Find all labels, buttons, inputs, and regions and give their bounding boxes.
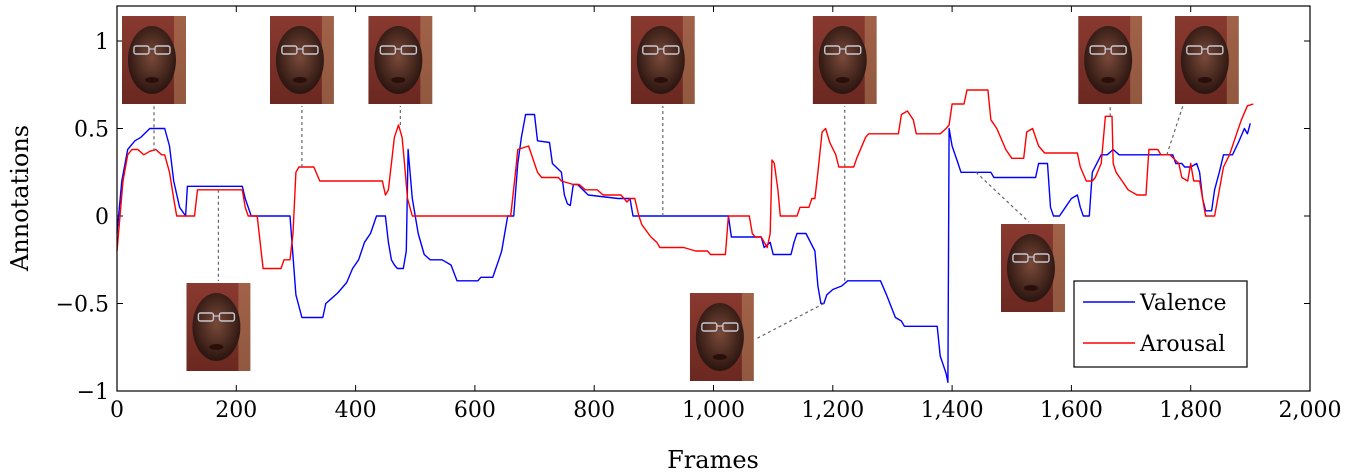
x-tick-label: 1,800: [1159, 398, 1222, 423]
x-tick-label: 600: [454, 398, 496, 423]
face-annotations-layer: [121, 16, 1239, 381]
face-thumbnail: [269, 16, 334, 104]
x-tick-label: 1,400: [921, 398, 984, 423]
face-thumbnail: [121, 16, 186, 104]
legend-label-valence: Valence: [1139, 291, 1227, 316]
face-thumbnail: [630, 16, 695, 104]
face-thumbnail: [1174, 16, 1239, 104]
x-tick-label: 1,200: [801, 398, 864, 423]
y-tick-label: 1: [95, 30, 109, 55]
face-thumbnail: [368, 16, 433, 104]
series-line-valence: [116, 113, 1251, 383]
face-leader-line: [755, 302, 825, 340]
x-axis-label: Frames: [667, 446, 759, 474]
legend-label-arousal: Arousal: [1139, 332, 1225, 357]
y-tick-label: 0.5: [74, 118, 109, 143]
face-thumbnail: [186, 283, 251, 371]
x-tick-label: 0: [110, 398, 124, 423]
face-thumbnail: [812, 16, 877, 104]
y-tick-label: 0: [95, 205, 109, 230]
plot-frame: [116, 5, 1311, 392]
legend-box: [1073, 280, 1248, 368]
face-leader-line: [975, 171, 1030, 223]
legend: Valence Arousal: [1073, 280, 1248, 368]
y-tick-label: −0.5: [56, 293, 109, 318]
face-thumbnail: [689, 293, 754, 381]
x-tick-label: 400: [335, 398, 377, 423]
face-thumbnail: [1000, 224, 1065, 312]
x-tick-label: 2,000: [1279, 398, 1342, 423]
face-thumbnail: [1078, 16, 1143, 104]
series-line-arousal: [116, 89, 1254, 270]
x-tick-label: 200: [215, 398, 257, 423]
axes-layer: 0 200 400 600 800 1,000 1,200 1,400 1,600 1,800 2,…: [56, 6, 1342, 423]
x-tick-label: 800: [573, 398, 615, 423]
y-axis-label: Annotations: [6, 125, 34, 272]
x-tick-label: 1,000: [682, 398, 745, 423]
y-tick-label: −1: [77, 380, 109, 405]
x-tick-label: 1,600: [1040, 398, 1103, 423]
series-layer: [116, 89, 1254, 383]
face-leader-line: [1166, 105, 1184, 155]
